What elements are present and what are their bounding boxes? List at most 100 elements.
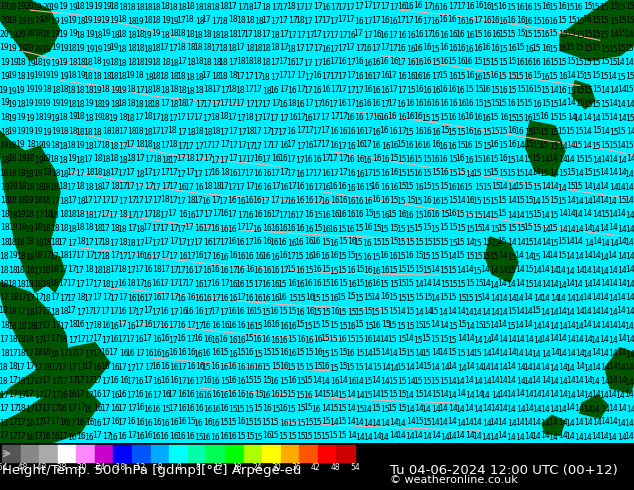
Text: 17: 17	[338, 169, 347, 177]
Text: 18: 18	[235, 86, 245, 95]
Text: 16: 16	[279, 321, 289, 331]
Text: 17: 17	[67, 196, 77, 205]
Text: 18: 18	[126, 239, 136, 248]
Text: 16: 16	[202, 391, 212, 400]
Text: 18: 18	[135, 30, 145, 39]
Text: 17: 17	[33, 404, 42, 413]
Text: 17: 17	[363, 1, 373, 10]
Text: 17: 17	[184, 169, 195, 177]
Text: 15: 15	[455, 210, 465, 219]
Text: 14: 14	[514, 349, 524, 358]
Text: 14: 14	[438, 308, 448, 317]
Text: 17: 17	[303, 17, 313, 25]
Text: 14: 14	[608, 223, 618, 232]
Text: 15: 15	[244, 418, 254, 427]
Text: 16: 16	[244, 211, 254, 220]
Text: 18: 18	[110, 142, 119, 151]
Text: 15: 15	[422, 114, 431, 123]
Text: 17: 17	[296, 71, 306, 80]
Text: 16: 16	[320, 362, 329, 371]
Text: 16: 16	[235, 238, 245, 247]
Text: 14: 14	[626, 127, 634, 136]
Text: 17: 17	[185, 239, 195, 248]
Text: 17: 17	[220, 86, 230, 95]
Text: 15: 15	[498, 169, 508, 178]
Text: 15: 15	[398, 377, 407, 386]
Text: 15: 15	[575, 155, 585, 164]
Text: 17: 17	[193, 196, 203, 205]
Text: 14: 14	[447, 307, 457, 316]
Text: 14: 14	[396, 418, 406, 428]
Text: 15: 15	[227, 418, 236, 427]
Text: 17: 17	[127, 364, 136, 372]
Text: 16: 16	[304, 210, 314, 219]
Text: 18: 18	[41, 294, 51, 303]
Text: 18: 18	[261, 58, 271, 67]
Text: 15: 15	[507, 252, 517, 262]
Text: 15: 15	[532, 224, 542, 233]
Text: 14: 14	[430, 417, 439, 426]
Text: 17: 17	[278, 57, 287, 66]
Text: 17: 17	[330, 45, 339, 54]
Text: 18: 18	[75, 128, 84, 137]
Text: 17: 17	[101, 196, 111, 205]
Text: 15: 15	[354, 224, 364, 233]
Text: 17: 17	[186, 336, 196, 344]
Bar	[188, 445, 207, 462]
Text: 18: 18	[126, 3, 136, 12]
Text: 17: 17	[50, 293, 60, 302]
Text: 48: 48	[330, 463, 340, 472]
Text: 15: 15	[388, 308, 398, 317]
Text: 19: 19	[93, 113, 103, 122]
Text: 19: 19	[33, 85, 43, 94]
Text: 16: 16	[507, 126, 517, 135]
Text: 16: 16	[533, 100, 542, 109]
Text: 18: 18	[110, 100, 119, 109]
Text: 18: 18	[185, 154, 195, 164]
Text: 14: 14	[481, 308, 491, 317]
Text: 16: 16	[184, 307, 194, 316]
Text: 17: 17	[101, 432, 112, 441]
Text: 17: 17	[42, 390, 52, 398]
Text: 14: 14	[448, 363, 457, 371]
Text: 14: 14	[608, 336, 618, 345]
Text: 15: 15	[522, 30, 533, 39]
Text: 14: 14	[624, 239, 634, 247]
Text: 14: 14	[474, 363, 484, 372]
Text: 19: 19	[8, 251, 17, 260]
Text: 15: 15	[455, 238, 465, 247]
Text: 16: 16	[236, 377, 245, 387]
Text: 15: 15	[600, 210, 609, 219]
Text: 14: 14	[567, 391, 576, 400]
Text: 16: 16	[337, 335, 347, 344]
Text: 17: 17	[135, 349, 145, 358]
Text: 16: 16	[481, 43, 490, 52]
Text: 15: 15	[456, 320, 467, 329]
Text: 16: 16	[363, 197, 372, 206]
Text: 17: 17	[144, 155, 153, 165]
Text: 15: 15	[396, 197, 406, 206]
Text: 16: 16	[220, 320, 230, 330]
Text: 16: 16	[355, 140, 365, 149]
Bar	[299, 445, 318, 462]
Text: 17: 17	[227, 2, 237, 11]
Text: 17: 17	[0, 392, 10, 400]
Text: 18: 18	[33, 58, 42, 67]
Text: 16: 16	[269, 238, 279, 246]
Text: 14: 14	[532, 390, 541, 399]
Text: 16: 16	[142, 251, 152, 261]
Text: 17: 17	[160, 293, 170, 302]
Text: 16: 16	[406, 31, 416, 40]
Text: 17: 17	[261, 16, 271, 25]
Text: 16: 16	[406, 58, 415, 67]
Text: 17: 17	[92, 141, 101, 149]
Polygon shape	[560, 0, 634, 60]
Text: 18: 18	[17, 196, 27, 205]
Text: 16: 16	[355, 183, 365, 192]
Text: 17: 17	[236, 114, 245, 123]
Text: 16: 16	[413, 141, 422, 150]
Text: 19: 19	[51, 43, 61, 52]
Text: 14: 14	[481, 391, 490, 400]
Text: 14: 14	[590, 377, 600, 386]
Text: 15: 15	[439, 377, 449, 386]
